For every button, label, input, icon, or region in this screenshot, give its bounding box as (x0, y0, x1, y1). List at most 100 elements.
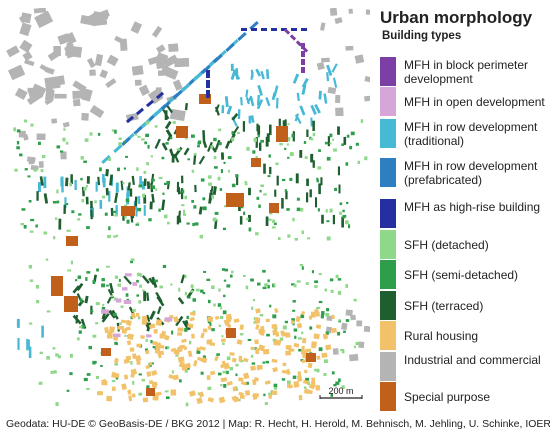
building (64, 296, 78, 312)
building (272, 390, 278, 395)
building (114, 297, 118, 301)
building (181, 83, 191, 92)
building (35, 284, 39, 289)
building (111, 380, 116, 383)
building (179, 344, 186, 350)
building (294, 114, 302, 125)
building (38, 381, 43, 385)
building (296, 280, 301, 283)
building (188, 390, 196, 397)
building (154, 347, 161, 354)
building (243, 274, 246, 277)
building (268, 154, 271, 158)
building (149, 362, 153, 366)
building (97, 176, 101, 186)
building (272, 219, 276, 223)
building (70, 260, 73, 265)
building (281, 28, 287, 31)
building (196, 346, 201, 352)
building (200, 371, 204, 375)
building (146, 292, 150, 302)
building (211, 194, 214, 199)
building (219, 315, 224, 319)
scale-label: 200 m (328, 386, 353, 396)
building (165, 129, 173, 138)
building (323, 373, 327, 377)
building (309, 137, 314, 141)
building (165, 142, 169, 145)
building (350, 131, 355, 136)
building (312, 132, 316, 137)
building (132, 380, 135, 385)
building (218, 128, 222, 132)
building (131, 393, 136, 398)
building (306, 389, 313, 395)
building (323, 93, 328, 104)
building (178, 210, 181, 219)
building (184, 327, 188, 332)
building (207, 386, 212, 391)
building (217, 176, 221, 181)
building (138, 392, 143, 396)
building (249, 21, 259, 30)
building (293, 342, 300, 348)
building (208, 182, 212, 186)
building (101, 195, 106, 199)
building (36, 133, 46, 140)
building-map[interactable]: 200 m (6, 8, 370, 408)
building (19, 22, 32, 37)
building (53, 236, 56, 240)
building (77, 299, 85, 307)
building (181, 338, 187, 343)
building (279, 142, 283, 146)
building (330, 393, 333, 397)
building (310, 153, 314, 163)
building (314, 285, 318, 289)
building (153, 108, 163, 117)
legend-label: MFH as high-rise building (404, 200, 541, 214)
building (324, 288, 327, 292)
building (334, 187, 337, 191)
building (146, 385, 150, 389)
building (345, 45, 354, 51)
building (184, 274, 187, 279)
building (183, 213, 187, 216)
building (307, 237, 311, 240)
building (317, 208, 320, 212)
building (177, 332, 183, 336)
legend-label: Rural housing (404, 329, 479, 343)
building (123, 204, 128, 207)
building (177, 356, 185, 363)
building (264, 380, 271, 385)
building (283, 28, 291, 35)
building (220, 305, 223, 310)
building (181, 204, 185, 207)
building (132, 309, 136, 312)
building (76, 282, 84, 291)
building (301, 43, 305, 49)
building (161, 142, 168, 151)
map-panel[interactable]: 200 m (6, 8, 370, 408)
building (338, 184, 341, 194)
building (174, 146, 183, 157)
building (260, 71, 265, 80)
building (109, 282, 114, 294)
building (89, 132, 93, 136)
building (24, 119, 27, 123)
building (180, 188, 184, 200)
building (101, 380, 108, 386)
building (151, 362, 154, 365)
building (294, 335, 297, 339)
building (111, 129, 115, 132)
building (202, 197, 206, 201)
building (331, 371, 335, 375)
building (155, 319, 163, 327)
building (69, 182, 72, 187)
building (269, 203, 279, 213)
building (60, 178, 63, 187)
building (335, 107, 344, 117)
building (157, 352, 162, 359)
building (221, 268, 226, 271)
building (95, 302, 100, 306)
building (252, 299, 256, 302)
